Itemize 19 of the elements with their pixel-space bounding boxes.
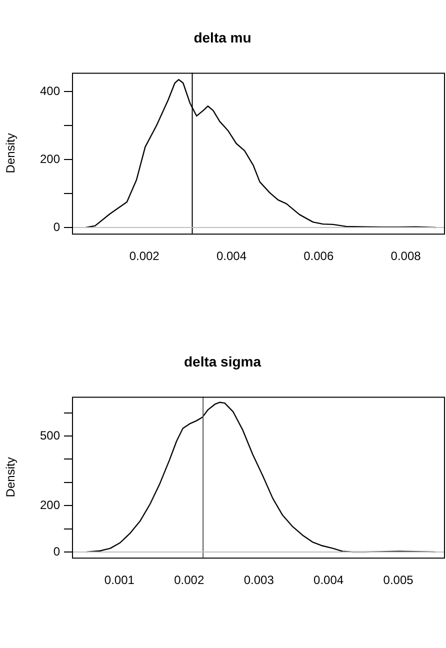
x-tick-label: 0.002 xyxy=(174,573,204,588)
y-tick-label: 200 xyxy=(40,498,60,512)
x-tick-label: 0.005 xyxy=(383,573,414,588)
y-tick-label: 400 xyxy=(40,84,60,98)
chart-title: delta mu xyxy=(194,29,252,46)
y-axis-title: Density xyxy=(4,133,18,174)
x-tick-label: 0.003 xyxy=(244,573,274,588)
x-tick-label: 0.006 xyxy=(304,249,334,264)
x-tick-label: 0.008 xyxy=(390,249,422,264)
y-tick-label: 200 xyxy=(40,152,60,166)
x-tick-label: 0.004 xyxy=(314,573,344,588)
y-axis-title: Density xyxy=(4,457,18,498)
y-tick-label: 0 xyxy=(53,220,60,234)
x-tick-label: 0.002 xyxy=(129,249,160,264)
y-tick-label: 500 xyxy=(40,428,60,442)
x-tick-label: 0.001 xyxy=(104,573,135,588)
chart-title: delta sigma xyxy=(184,353,262,370)
x-tick-label: 0.004 xyxy=(216,249,247,264)
y-tick-label: 0 xyxy=(53,544,60,558)
